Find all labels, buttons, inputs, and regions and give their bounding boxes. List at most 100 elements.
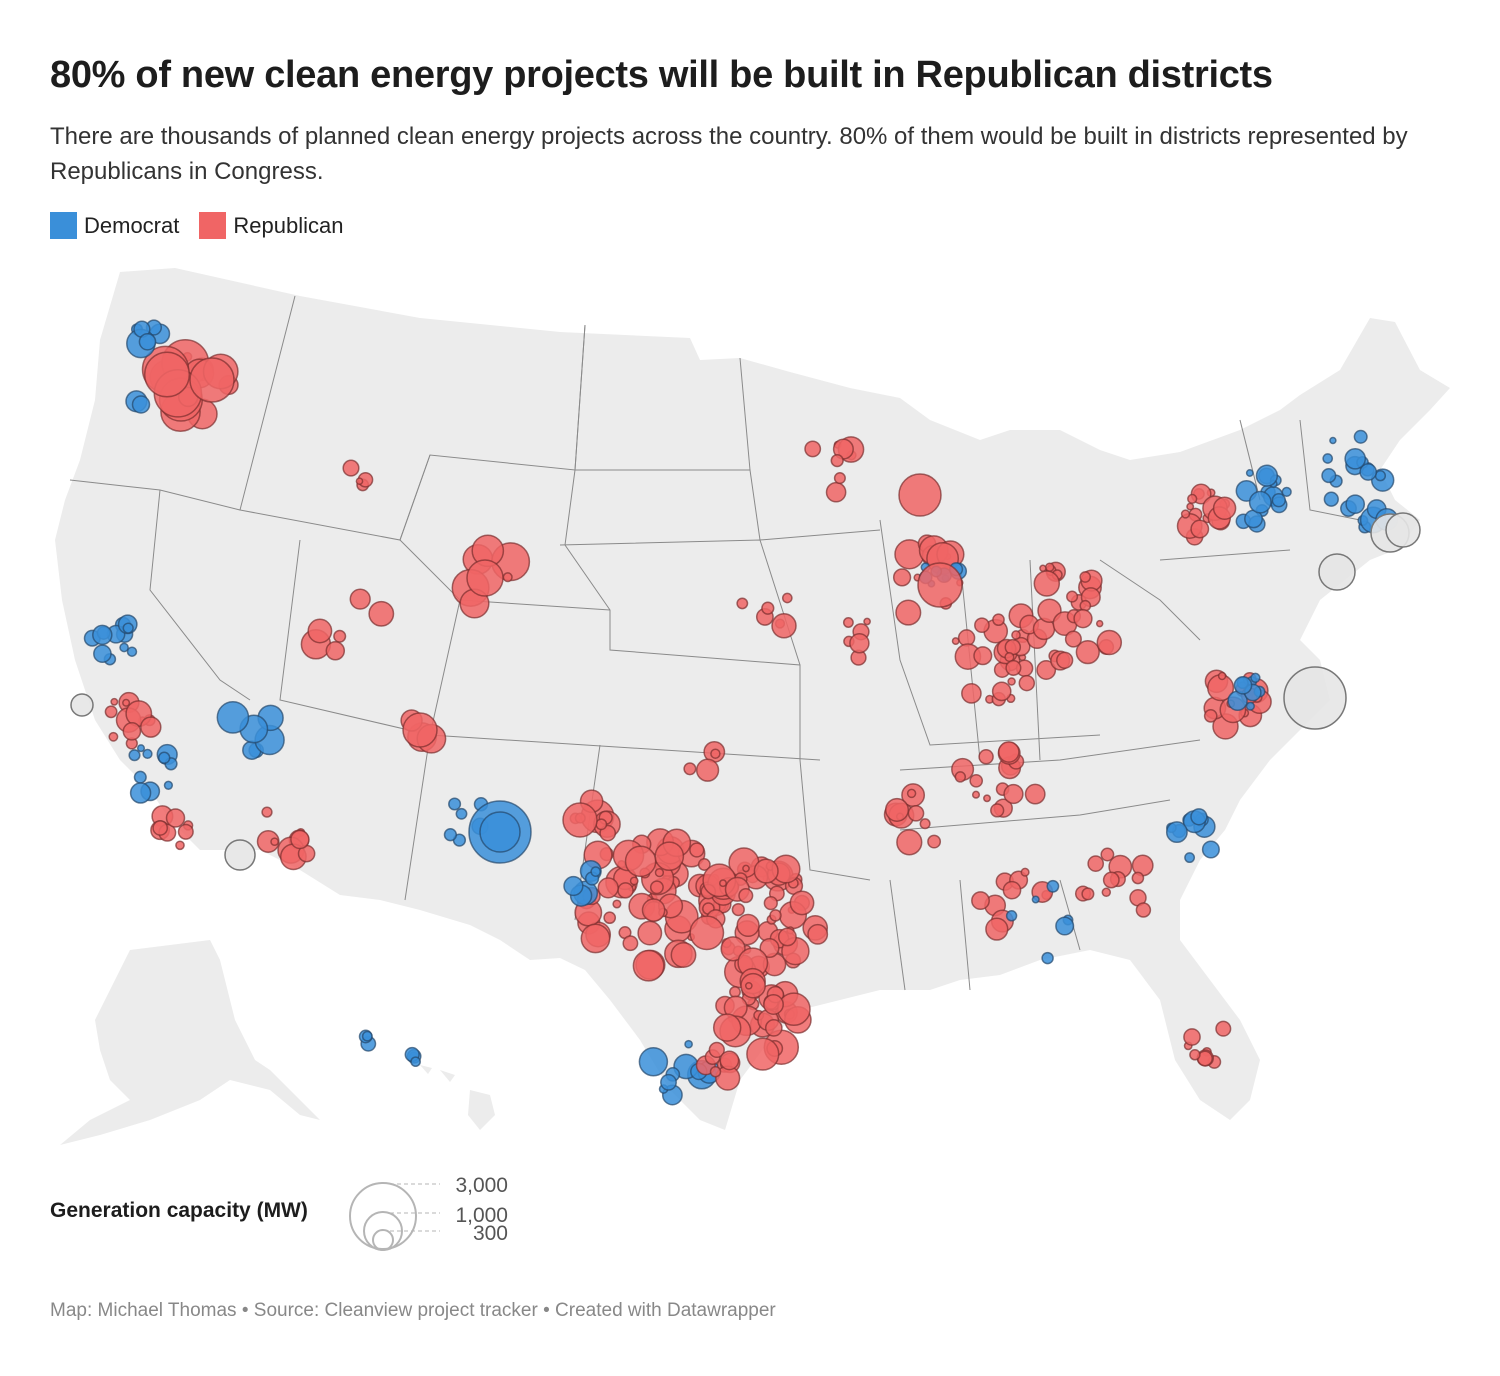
republican-project-bubble <box>632 949 665 982</box>
republican-project-bubble <box>1096 629 1123 656</box>
republican-project-bubble <box>355 477 364 486</box>
legend-item-democrat: Democrat <box>50 212 179 239</box>
republican-project-bubble <box>261 806 273 818</box>
republican-project-bubble <box>736 913 760 938</box>
republican-project-bubble <box>1101 887 1112 898</box>
republican-project-bubble <box>689 915 725 951</box>
republican-project-bubble <box>333 629 347 643</box>
democrat-project-bubble <box>1046 879 1060 893</box>
republican-project-bubble <box>991 681 1012 702</box>
republican-project-bubble <box>1187 493 1198 505</box>
democrat-project-bubble <box>361 1030 373 1042</box>
republican-project-bubble <box>402 712 438 748</box>
republican-project-bubble <box>683 762 697 776</box>
offshore-project-bubble <box>70 693 94 717</box>
republican-project-bubble <box>1217 671 1227 681</box>
democrat-project-bubble <box>1233 675 1253 695</box>
republican-project-bubble <box>502 572 513 583</box>
republican-project-bubble <box>719 1050 740 1071</box>
republican-project-bubble <box>978 749 994 765</box>
democrat-project-bubble <box>138 332 157 351</box>
legend-item-republican: Republican <box>199 212 343 239</box>
republican-project-bubble <box>771 613 797 639</box>
republican-project-bubble <box>746 1037 780 1071</box>
republican-project-bubble <box>637 920 663 946</box>
democrat-project-bubble <box>126 646 138 657</box>
democrat-project-bubble <box>1359 463 1378 481</box>
size-legend: 3,000 1,000 300 <box>349 1174 508 1251</box>
republican-project-bubble <box>270 837 279 847</box>
republican-project-bubble <box>983 794 991 803</box>
democrat-project-bubble <box>1271 493 1286 508</box>
republican-project-bubble <box>990 803 1005 818</box>
republican-project-bubble <box>1066 590 1079 603</box>
democrat-project-bubble <box>1165 821 1188 844</box>
democrat-project-bubble <box>1201 840 1220 859</box>
republican-project-bubble <box>649 880 664 895</box>
republican-project-bubble <box>349 588 371 610</box>
offshore-project-bubble <box>224 839 256 871</box>
republican-project-bubble <box>731 902 745 917</box>
republican-project-bubble <box>104 705 118 719</box>
republican-project-bubble <box>742 864 750 873</box>
republican-project-bubble <box>1044 562 1055 572</box>
offshore-project-bubble <box>1318 553 1356 591</box>
democrat-project-bubble <box>1321 468 1337 484</box>
project-bubbles <box>83 319 1399 1106</box>
democrat-project-bubble <box>448 797 462 811</box>
democrat-project-bubble <box>1344 447 1367 470</box>
republican-project-bubble <box>1183 1028 1201 1046</box>
republican-project-bubble <box>710 748 721 759</box>
democrat-swatch <box>50 212 77 239</box>
republican-project-bubble <box>907 804 925 822</box>
size-legend-label-300: 300 <box>473 1222 508 1245</box>
republican-project-bubble <box>761 601 775 615</box>
republican-project-bubble <box>122 721 142 741</box>
democrat-project-bubble <box>133 770 147 784</box>
republican-project-bubble <box>764 1019 783 1037</box>
republican-project-bubble <box>804 440 822 458</box>
republican-project-bubble <box>1215 1020 1232 1037</box>
republican-project-bubble <box>833 472 846 485</box>
republican-project-bubble <box>597 877 619 899</box>
republican-project-bubble <box>108 731 119 742</box>
republican-project-bubble <box>720 936 746 962</box>
republican-project-bubble <box>1064 630 1082 648</box>
republican-project-bubble <box>954 771 967 783</box>
republican-project-bubble <box>617 882 634 899</box>
republican-project-bubble <box>1135 902 1152 918</box>
democrat-project-bubble <box>119 642 129 653</box>
republican-project-bubble <box>1073 609 1093 629</box>
democrat-project-bubble <box>443 828 458 842</box>
republican-project-bubble <box>1102 871 1120 889</box>
republican-project-bubble <box>1190 519 1210 539</box>
republican-project-bubble <box>736 597 749 610</box>
democrat-project-bubble <box>1184 852 1196 864</box>
democrat-project-bubble <box>131 395 151 414</box>
republican-project-bubble <box>895 599 922 626</box>
republican-project-bubble <box>740 972 766 999</box>
democrat-project-bubble <box>1005 910 1018 922</box>
democrat-project-bubble <box>590 866 602 877</box>
contiguous-us-shape <box>55 268 1450 1130</box>
democrat-project-bubble <box>157 751 171 765</box>
alaska-shape <box>60 940 320 1145</box>
republican-project-bubble <box>896 829 923 856</box>
republican-project-bubble <box>641 898 666 922</box>
republican-project-bubble <box>1005 659 1022 676</box>
republican-project-bubble <box>753 858 779 884</box>
democrat-project-bubble <box>1055 916 1075 936</box>
republican-project-bubble <box>719 879 727 888</box>
legend-label-republican: Republican <box>233 212 344 238</box>
republican-project-bubble <box>1033 570 1061 597</box>
republican-project-bubble <box>763 895 778 911</box>
democrat-project-bubble <box>455 807 468 820</box>
democrat-project-bubble <box>1353 429 1368 444</box>
republican-project-bubble <box>143 351 191 398</box>
republican-project-bubble <box>1056 651 1074 669</box>
democrat-project-bubble <box>163 780 174 790</box>
republican-project-bubble <box>1011 630 1021 640</box>
republican-project-bubble <box>807 923 829 945</box>
offshore-project-bubble <box>1385 512 1421 548</box>
republican-project-bubble <box>110 697 119 706</box>
